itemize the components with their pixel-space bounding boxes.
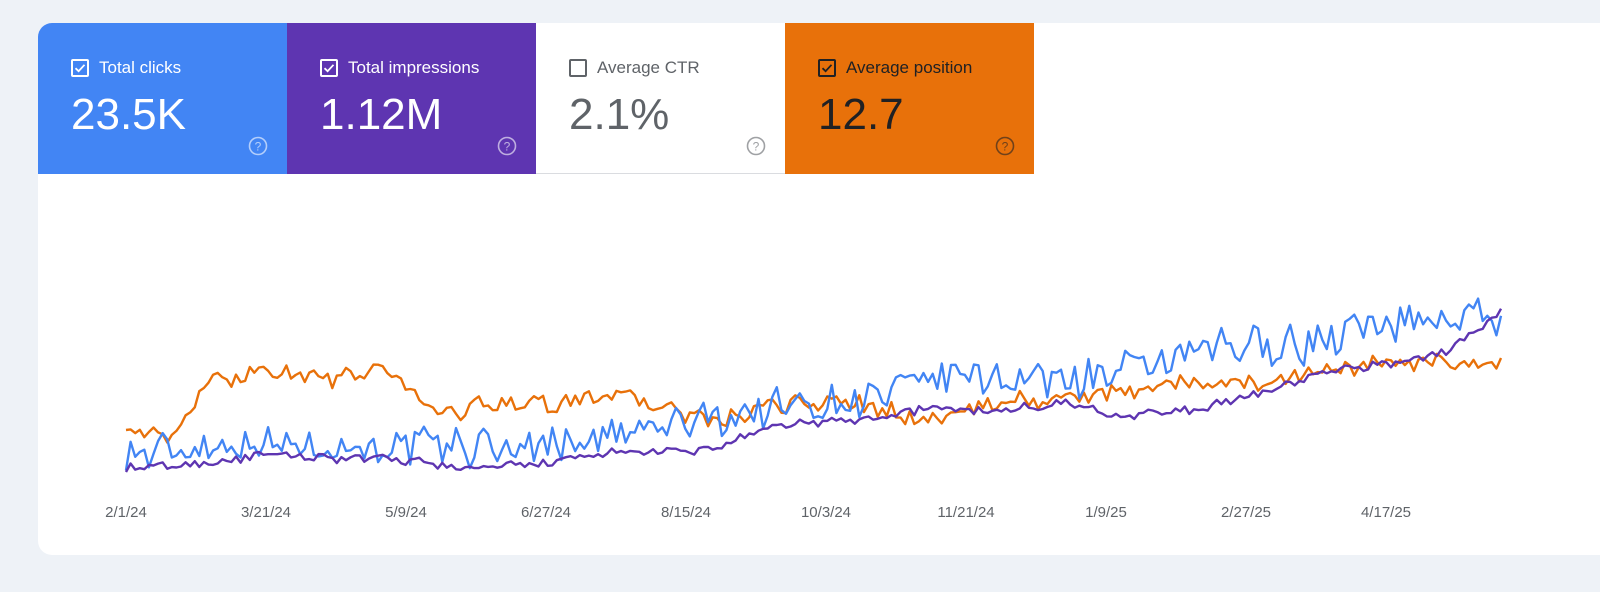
performance-line-chart[interactable]: 2/1/24 3/21/24 5/9/24 6/27/24 8/15/24 10/3/24… <box>38 174 1600 555</box>
svg-text:?: ? <box>504 140 511 154</box>
x-tick-label: 10/3/24 <box>801 504 851 521</box>
x-tick-label: 6/27/24 <box>521 504 571 521</box>
help-icon[interactable]: ? <box>248 136 268 156</box>
metric-value: 12.7 <box>818 90 904 139</box>
checkbox-checked-icon[interactable] <box>71 59 89 77</box>
x-tick-label: 5/9/24 <box>385 504 427 521</box>
help-icon[interactable]: ? <box>497 136 517 156</box>
performance-card: Total clicks 23.5K ? Total impressions 1… <box>38 23 1600 555</box>
metric-tabs: Total clicks 23.5K ? Total impressions 1… <box>38 23 1034 174</box>
svg-text:?: ? <box>753 140 760 154</box>
metric-value: 2.1% <box>569 90 670 139</box>
metric-average-position[interactable]: Average position 12.7 ? <box>785 23 1034 174</box>
checkbox-checked-icon[interactable] <box>320 59 338 77</box>
metric-value: 23.5K <box>71 90 186 139</box>
svg-text:?: ? <box>1002 140 1009 154</box>
x-tick-label: 8/15/24 <box>661 504 711 521</box>
metric-label: Total clicks <box>99 58 182 77</box>
series-line-total-impressions <box>124 308 1503 473</box>
checkbox-checked-icon[interactable] <box>818 59 836 77</box>
help-icon[interactable]: ? <box>746 136 766 156</box>
x-tick-label: 3/21/24 <box>241 504 291 521</box>
series-line-average-position <box>125 352 1503 444</box>
x-tick-label: 4/17/25 <box>1361 504 1411 521</box>
help-icon[interactable]: ? <box>995 136 1015 156</box>
checkbox-unchecked-icon[interactable] <box>569 59 587 77</box>
svg-text:?: ? <box>255 140 262 154</box>
metric-value: 1.12M <box>320 90 443 139</box>
x-tick-label: 11/21/24 <box>937 504 994 521</box>
metric-label: Average position <box>846 58 973 77</box>
metric-total-impressions[interactable]: Total impressions 1.12M ? <box>287 23 536 174</box>
series-line-total-clicks <box>124 297 1503 471</box>
x-tick-label: 1/9/25 <box>1085 504 1127 521</box>
x-tick-label: 2/27/25 <box>1221 504 1271 521</box>
metric-average-ctr[interactable]: Average CTR 2.1% ? <box>536 23 785 174</box>
metric-label: Average CTR <box>597 58 700 77</box>
metric-label: Total impressions <box>348 58 480 77</box>
x-tick-label: 2/1/24 <box>105 504 147 521</box>
metric-total-clicks[interactable]: Total clicks 23.5K ? <box>38 23 287 174</box>
